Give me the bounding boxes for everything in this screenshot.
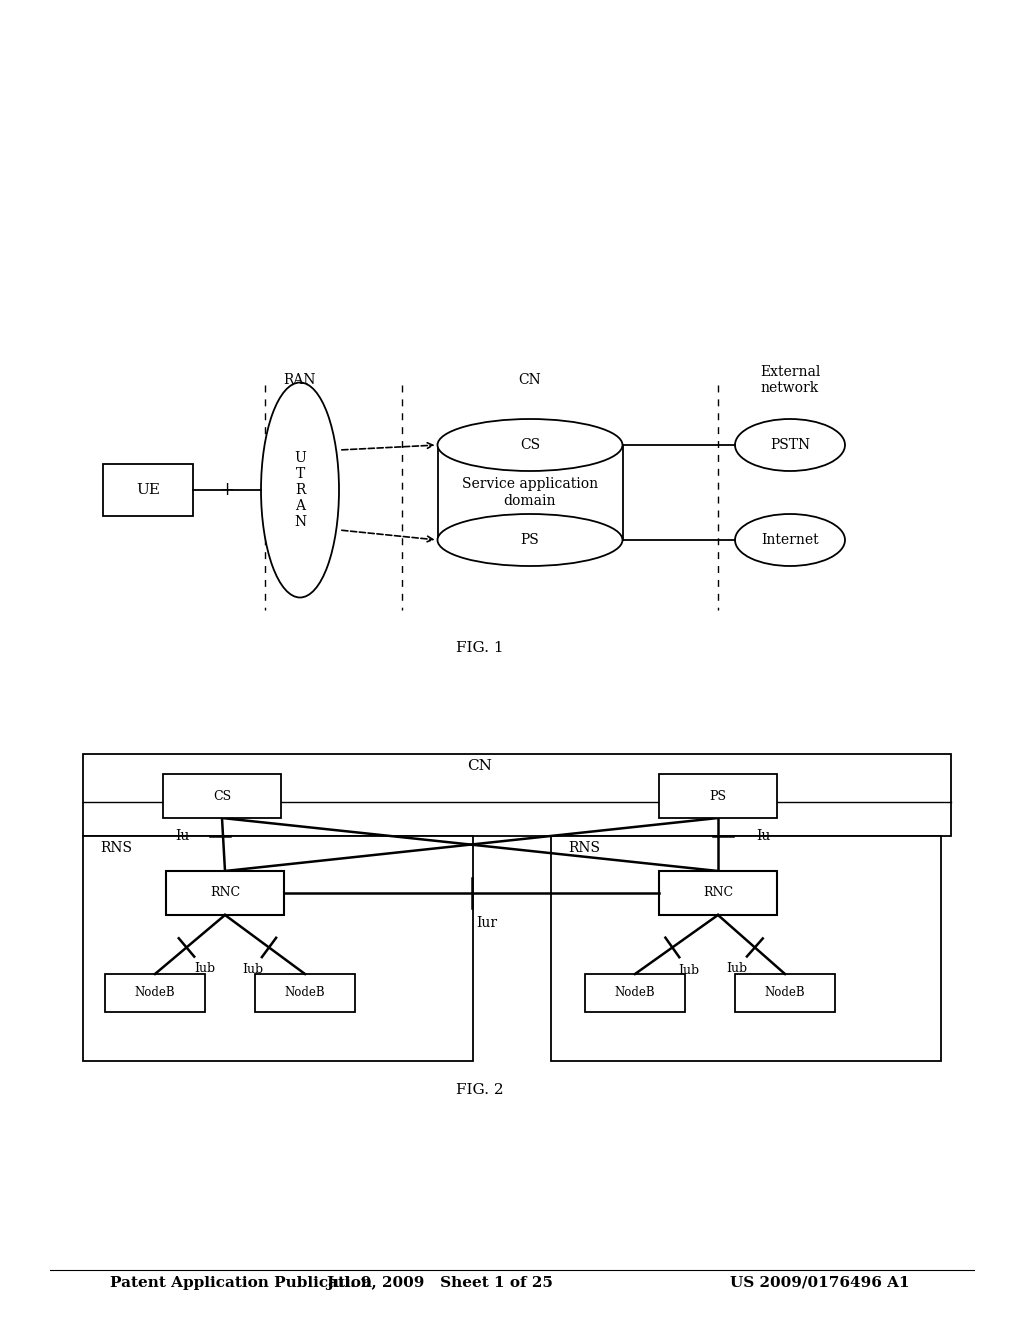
- Text: US 2009/0176496 A1: US 2009/0176496 A1: [730, 1276, 909, 1290]
- Text: RNC: RNC: [702, 887, 733, 899]
- Text: Iub: Iub: [678, 964, 699, 977]
- Text: Iu: Iu: [756, 829, 770, 843]
- Text: +: +: [219, 480, 234, 499]
- Bar: [163, 774, 281, 818]
- Text: Service application
domain: Service application domain: [462, 478, 598, 508]
- Bar: [735, 974, 835, 1012]
- Text: RAN: RAN: [284, 374, 316, 387]
- Ellipse shape: [735, 418, 845, 471]
- Text: PS: PS: [520, 533, 540, 546]
- Ellipse shape: [437, 418, 623, 471]
- Bar: [83, 836, 473, 1061]
- Text: Iur: Iur: [476, 916, 498, 931]
- Text: Internet: Internet: [761, 533, 819, 546]
- Text: Iub: Iub: [726, 962, 746, 975]
- Text: NodeB: NodeB: [765, 986, 805, 999]
- Text: Iub: Iub: [194, 962, 215, 975]
- Bar: [255, 974, 355, 1012]
- Text: PSTN: PSTN: [770, 438, 810, 451]
- Text: CS: CS: [520, 438, 540, 451]
- Text: RNC: RNC: [210, 887, 240, 899]
- Text: RNS: RNS: [100, 841, 132, 855]
- Text: NodeB: NodeB: [614, 986, 655, 999]
- Bar: [166, 871, 284, 915]
- Bar: [103, 465, 193, 516]
- Bar: [585, 974, 685, 1012]
- Text: Patent Application Publication: Patent Application Publication: [110, 1276, 372, 1290]
- Text: UE: UE: [136, 483, 160, 498]
- Bar: [659, 774, 777, 818]
- Ellipse shape: [261, 383, 339, 598]
- Bar: [551, 836, 941, 1061]
- Ellipse shape: [437, 513, 623, 566]
- Text: Iu: Iu: [176, 829, 190, 843]
- Text: U
T
R
A
N: U T R A N: [294, 450, 306, 529]
- Bar: [105, 974, 205, 1012]
- Text: Jul. 9, 2009   Sheet 1 of 25: Jul. 9, 2009 Sheet 1 of 25: [327, 1276, 553, 1290]
- Text: Iub: Iub: [242, 964, 263, 977]
- Text: CN: CN: [468, 759, 493, 774]
- Text: RNS: RNS: [568, 841, 600, 855]
- Text: FIG. 2: FIG. 2: [456, 1082, 504, 1097]
- Ellipse shape: [735, 513, 845, 566]
- Text: External
network: External network: [760, 364, 820, 395]
- Text: NodeB: NodeB: [285, 986, 326, 999]
- Text: NodeB: NodeB: [135, 986, 175, 999]
- Bar: [83, 754, 951, 836]
- Text: CN: CN: [518, 374, 542, 387]
- Text: FIG. 1: FIG. 1: [456, 642, 504, 655]
- Text: PS: PS: [710, 789, 726, 803]
- Text: CS: CS: [213, 789, 231, 803]
- Bar: [659, 871, 777, 915]
